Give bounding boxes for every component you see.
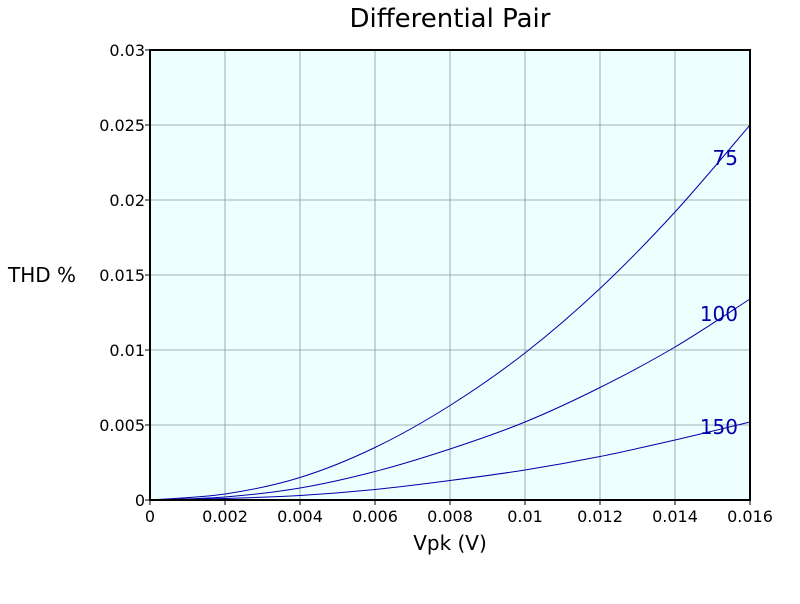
x-tick-label: 0 (145, 507, 155, 526)
x-tick-label: 0.006 (352, 507, 398, 526)
x-tick-label: 0.008 (427, 507, 473, 526)
x-axis-ticks: 0 0.002 0.004 0.006 0.008 0.01 0.012 0.014 0.016 (145, 500, 773, 526)
x-tick-label: 0.016 (727, 507, 773, 526)
series-label-100: 100 (700, 302, 738, 326)
x-axis-label: Vpk (V) (413, 531, 487, 555)
x-tick-label: 0.002 (202, 507, 248, 526)
x-tick-label: 0.01 (507, 507, 543, 526)
y-axis-ticks: 0 0.005 0.01 0.015 0.02 0.025 0.03 (99, 41, 150, 510)
y-tick-label: 0 (135, 491, 145, 510)
y-tick-label: 0.01 (109, 341, 145, 360)
grid-lines (150, 50, 750, 500)
series-line-100 (149, 298, 751, 501)
series-labels: 75 100 150 (700, 146, 738, 439)
series-label-75: 75 (713, 146, 738, 170)
y-tick-label: 0.015 (99, 266, 145, 285)
chart-title: Differential Pair (350, 4, 551, 34)
x-tick-label: 0.012 (577, 507, 623, 526)
series-line-75 (149, 124, 751, 501)
y-axis-label: THD % (7, 263, 76, 287)
series-lines (149, 124, 751, 501)
y-tick-label: 0.025 (99, 116, 145, 135)
y-tick-label: 0.005 (99, 416, 145, 435)
series-line-150 (149, 421, 751, 501)
y-tick-label: 0.02 (109, 191, 145, 210)
y-tick-label: 0.03 (109, 41, 145, 60)
x-tick-label: 0.004 (277, 507, 323, 526)
x-tick-label: 0.014 (652, 507, 698, 526)
series-label-150: 150 (700, 415, 738, 439)
